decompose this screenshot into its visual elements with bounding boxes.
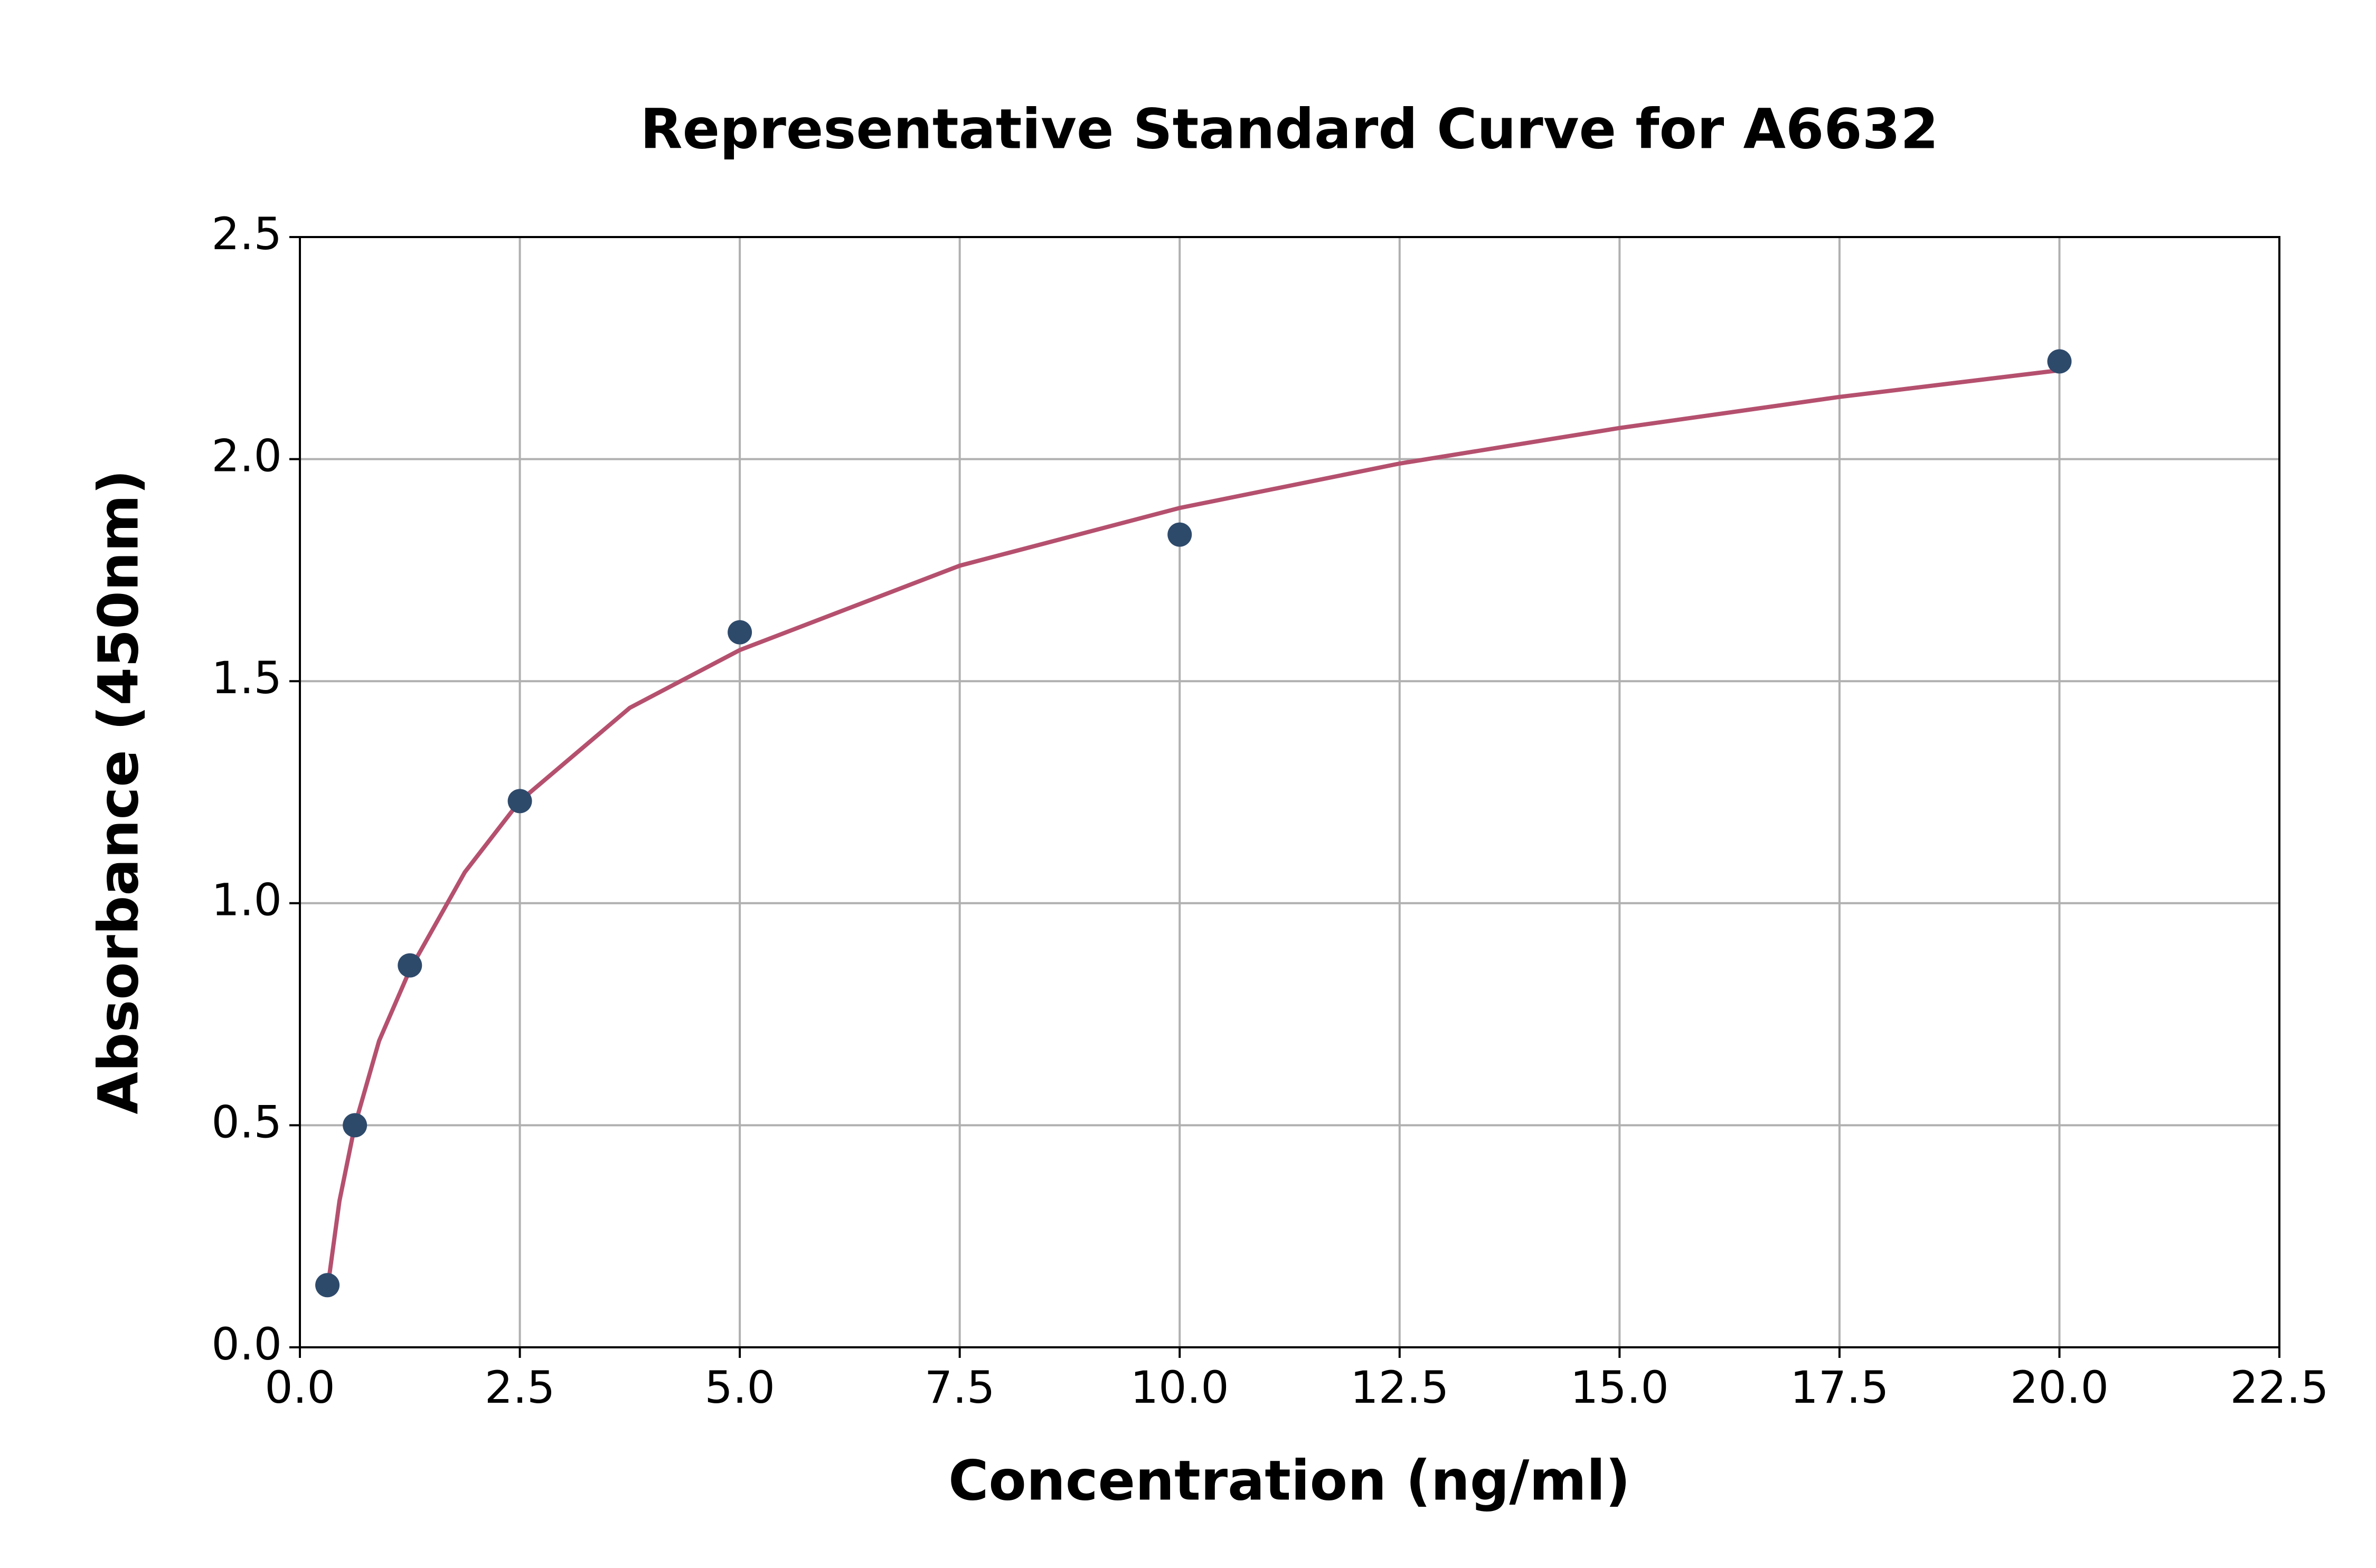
- x-tick-label: 0.0: [265, 1362, 335, 1413]
- data-point: [507, 789, 532, 814]
- x-tick-label: 2.5: [485, 1362, 555, 1413]
- x-tick-label: 17.5: [1790, 1362, 1889, 1413]
- y-tick-label: 2.5: [211, 208, 282, 260]
- x-tick-label: 22.5: [2230, 1362, 2328, 1413]
- y-tick-label: 0.0: [211, 1318, 282, 1370]
- data-point: [728, 620, 752, 645]
- data-point: [398, 953, 422, 978]
- x-tick-label: 5.0: [704, 1362, 775, 1413]
- y-tick-label: 1.0: [211, 874, 282, 926]
- x-tick-label: 10.0: [1130, 1362, 1229, 1413]
- x-tick-label: 7.5: [925, 1362, 995, 1413]
- x-tick-label: 12.5: [1350, 1362, 1449, 1413]
- data-point: [2047, 349, 2072, 374]
- y-tick-label: 1.5: [211, 652, 282, 704]
- x-tick-label: 20.0: [2010, 1362, 2109, 1413]
- x-tick-label: 15.0: [1570, 1362, 1669, 1413]
- data-point: [343, 1113, 367, 1138]
- chart-title: Representative Standard Curve for A6632: [640, 97, 1939, 161]
- fit-curve: [325, 368, 2060, 1290]
- x-axis-label: Concentration (ng/ml): [948, 1448, 1630, 1513]
- data-point: [315, 1273, 340, 1298]
- plot-frame: [299, 236, 2280, 1348]
- y-tick-label: 0.5: [211, 1096, 282, 1148]
- data-point: [1167, 522, 1192, 547]
- y-tick-label: 2.0: [211, 430, 282, 482]
- y-axis-label: Absorbance (450nm): [86, 469, 150, 1114]
